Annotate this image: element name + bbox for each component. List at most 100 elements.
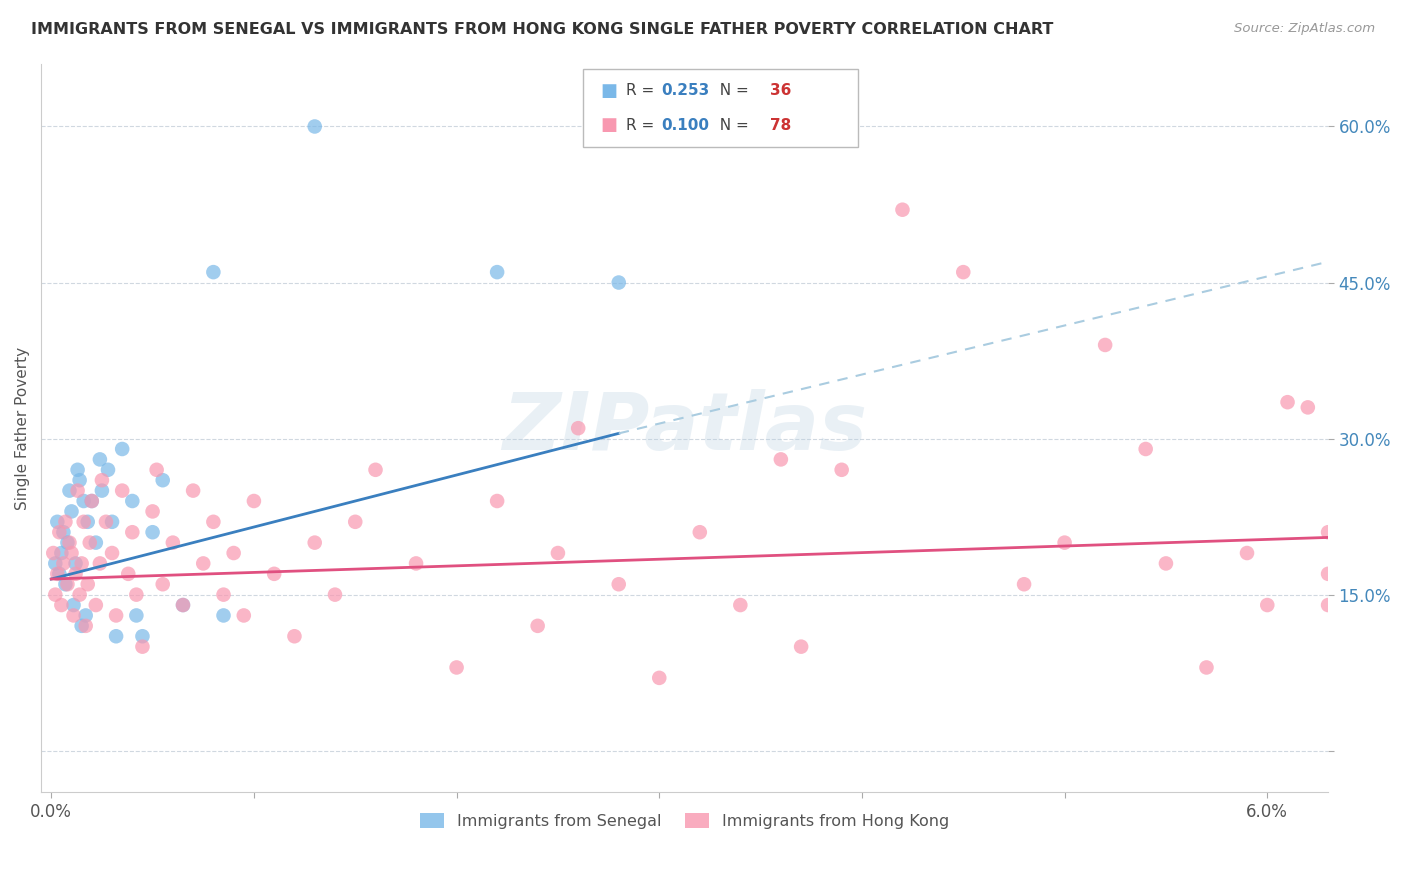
Point bbox=[152, 473, 174, 487]
Point bbox=[831, 463, 853, 477]
Point bbox=[42, 546, 65, 560]
Point bbox=[790, 640, 813, 654]
Text: ■: ■ bbox=[600, 82, 617, 100]
Point bbox=[1094, 338, 1116, 352]
Point bbox=[730, 598, 752, 612]
Point bbox=[891, 202, 914, 217]
Point bbox=[62, 608, 84, 623]
Point bbox=[73, 515, 96, 529]
Point bbox=[405, 557, 427, 571]
Point bbox=[90, 483, 112, 498]
Y-axis label: Single Father Poverty: Single Father Poverty bbox=[15, 347, 30, 509]
Point bbox=[607, 276, 630, 290]
Point bbox=[46, 566, 69, 581]
Point bbox=[689, 525, 711, 540]
Point bbox=[486, 494, 509, 508]
Point bbox=[60, 504, 83, 518]
Text: ZIPatlas: ZIPatlas bbox=[502, 389, 868, 467]
Point bbox=[69, 588, 91, 602]
Point bbox=[70, 619, 93, 633]
Point bbox=[65, 557, 87, 571]
Point bbox=[69, 473, 91, 487]
Point bbox=[111, 483, 134, 498]
Text: ■: ■ bbox=[600, 116, 617, 134]
Point bbox=[446, 660, 468, 674]
Point bbox=[60, 546, 83, 560]
Text: N =: N = bbox=[710, 83, 754, 98]
Point bbox=[125, 588, 148, 602]
Point bbox=[769, 452, 792, 467]
Point bbox=[607, 577, 630, 591]
Point bbox=[89, 452, 111, 467]
Point bbox=[1053, 535, 1076, 549]
Point bbox=[567, 421, 589, 435]
Text: 36: 36 bbox=[770, 83, 792, 98]
Point bbox=[76, 577, 98, 591]
Point bbox=[648, 671, 671, 685]
Point bbox=[111, 442, 134, 456]
Point bbox=[193, 557, 215, 571]
Point bbox=[94, 515, 117, 529]
Point bbox=[58, 535, 80, 549]
Point bbox=[52, 557, 75, 571]
Point bbox=[131, 629, 153, 643]
Point bbox=[117, 566, 139, 581]
Point bbox=[222, 546, 245, 560]
Point bbox=[142, 525, 165, 540]
Point bbox=[70, 557, 93, 571]
Point bbox=[66, 463, 89, 477]
Point bbox=[172, 598, 194, 612]
Point bbox=[232, 608, 254, 623]
Point bbox=[323, 588, 346, 602]
Text: Source: ZipAtlas.com: Source: ZipAtlas.com bbox=[1234, 22, 1375, 36]
Point bbox=[65, 566, 87, 581]
Point bbox=[486, 265, 509, 279]
Point bbox=[202, 515, 225, 529]
Point bbox=[1277, 395, 1299, 409]
Point bbox=[1317, 598, 1340, 612]
Text: R =: R = bbox=[626, 118, 659, 133]
Point bbox=[1154, 557, 1177, 571]
Point bbox=[526, 619, 548, 633]
Point bbox=[44, 557, 66, 571]
Point bbox=[364, 463, 387, 477]
Point bbox=[51, 546, 73, 560]
Point bbox=[52, 525, 75, 540]
Legend: Immigrants from Senegal, Immigrants from Hong Kong: Immigrants from Senegal, Immigrants from… bbox=[413, 806, 956, 835]
Point bbox=[62, 598, 84, 612]
Point bbox=[172, 598, 194, 612]
Point bbox=[547, 546, 569, 560]
Point bbox=[162, 535, 184, 549]
Point bbox=[84, 535, 107, 549]
Point bbox=[145, 463, 167, 477]
Point bbox=[131, 640, 153, 654]
Text: 0.253: 0.253 bbox=[661, 83, 709, 98]
Point bbox=[90, 473, 112, 487]
Point bbox=[263, 566, 285, 581]
Point bbox=[48, 566, 70, 581]
Point bbox=[80, 494, 103, 508]
Point bbox=[121, 525, 143, 540]
Point bbox=[58, 483, 80, 498]
Point bbox=[44, 588, 66, 602]
Point bbox=[80, 494, 103, 508]
Point bbox=[46, 515, 69, 529]
Point bbox=[1135, 442, 1157, 456]
Point bbox=[202, 265, 225, 279]
Point bbox=[101, 546, 124, 560]
Point bbox=[121, 494, 143, 508]
Point bbox=[73, 494, 96, 508]
Point bbox=[1317, 566, 1340, 581]
Point bbox=[212, 608, 235, 623]
Text: 0.100: 0.100 bbox=[661, 118, 709, 133]
Point bbox=[1317, 525, 1340, 540]
Point bbox=[142, 504, 165, 518]
Point bbox=[105, 608, 128, 623]
Point bbox=[48, 525, 70, 540]
Point bbox=[56, 535, 79, 549]
Point bbox=[79, 535, 101, 549]
Point bbox=[75, 619, 97, 633]
Point bbox=[1256, 598, 1278, 612]
Point bbox=[84, 598, 107, 612]
Point bbox=[125, 608, 148, 623]
